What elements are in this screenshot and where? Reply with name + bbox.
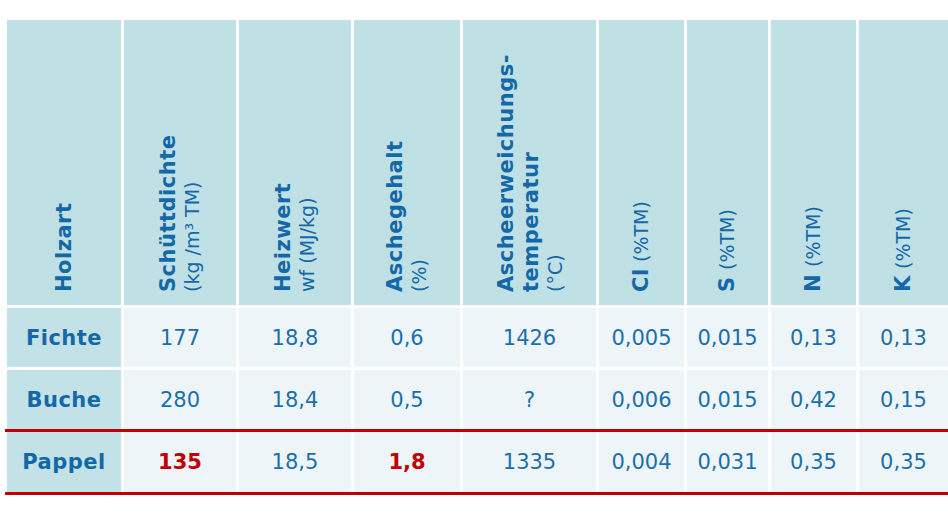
data-cell-fichte-heizwert: 18,8 [239,308,351,367]
header-cell-k: K (%TM) [859,20,948,305]
column-unit: (%TM) [630,201,652,262]
highlight-line-top [5,429,948,432]
header-cell-holzart: Holzart [7,20,121,305]
column-title-row: S (%TM) [715,20,740,292]
data-cell-fichte-k: 0,13 [859,308,948,367]
column-title-row: N (%TM) [801,20,826,292]
column-unit: wf (MJ/kg) [296,20,318,292]
wood-properties-table: Holzart Schüttdichte (kg /m³ TM) Heizwer… [7,20,948,496]
header-text: Aschegehalt (%) [383,20,430,305]
data-cell-buche-ascheerweichungstemperatur: ? [463,370,596,429]
header-cell-cl: Cl (%TM) [599,20,684,305]
header-cell-s: S (%TM) [687,20,768,305]
data-cell-pappel-aschegehalt-highlighted: 1,8 [354,432,460,492]
column-title: Heizwert [271,20,296,292]
column-unit: (%TM) [802,206,824,267]
data-cell-pappel-k: 0,35 [859,432,948,492]
data-cell-pappel-n: 0,35 [771,432,856,492]
header-text: N (%TM) [801,20,826,305]
column-unit: (kg /m³ TM) [181,20,203,292]
data-cell-fichte-ascheerweichungstemperatur: 1426 [463,308,596,367]
row-label-pappel: Pappel [7,432,121,492]
column-unit: (%TM) [892,208,914,269]
column-unit: (°C) [543,20,565,292]
header-text: Heizwert wf (MJ/kg) [271,20,318,305]
data-cell-fichte-schuettdichte: 177 [124,308,236,367]
data-cell-buche-cl: 0,006 [599,370,684,429]
header-text: Ascheerweichungs- temperatur (°C) [494,20,566,305]
data-cell-pappel-heizwert: 18,5 [239,432,351,492]
data-cell-fichte-aschegehalt: 0,6 [354,308,460,367]
data-cell-buche-k: 0,15 [859,370,948,429]
column-title: S [715,276,739,292]
column-title-row: K (%TM) [891,20,916,292]
row-label-fichte: Fichte [7,308,121,367]
header-text: Holzart [52,20,77,305]
row-label-buche: Buche [7,370,121,429]
header-cell-ascheerweichungstemperatur: Ascheerweichungs- temperatur (°C) [463,20,596,305]
column-unit: (%) [408,20,430,292]
header-cell-n: N (%TM) [771,20,856,305]
data-cell-buche-schuettdichte: 280 [124,370,236,429]
data-cell-buche-s: 0,015 [687,370,768,429]
column-title: Ascheerweichungs- [494,20,519,292]
data-cell-fichte-n: 0,13 [771,308,856,367]
column-unit: (%TM) [716,209,738,270]
table-grid: Holzart Schüttdichte (kg /m³ TM) Heizwer… [7,20,948,492]
data-cell-buche-heizwert: 18,4 [239,370,351,429]
data-cell-fichte-cl: 0,005 [599,308,684,367]
column-title-line2: temperatur [518,20,543,292]
data-cell-pappel-s: 0,031 [687,432,768,492]
column-title-row: Cl (%TM) [629,20,654,292]
data-cell-pappel-ascheerweichungstemperatur: 1335 [463,432,596,492]
header-cell-heizwert: Heizwert wf (MJ/kg) [239,20,351,305]
highlight-line-bottom [5,492,948,495]
header-cell-schuettdichte: Schüttdichte (kg /m³ TM) [124,20,236,305]
data-cell-buche-n: 0,42 [771,370,856,429]
data-cell-fichte-s: 0,015 [687,308,768,367]
data-cell-pappel-schuettdichte-highlighted: 135 [124,432,236,492]
header-text: K (%TM) [891,20,916,305]
header-text: S (%TM) [715,20,740,305]
column-title: N [801,274,825,292]
column-title: Aschegehalt [383,20,408,292]
header-text: Cl (%TM) [629,20,654,305]
column-title: Schüttdichte [156,20,181,292]
header-cell-aschegehalt: Aschegehalt (%) [354,20,460,305]
column-title: Cl [629,268,653,292]
column-title: Holzart [52,20,77,292]
data-cell-buche-aschegehalt: 0,5 [354,370,460,429]
data-cell-pappel-cl: 0,004 [599,432,684,492]
column-title: K [891,275,915,292]
header-text: Schüttdichte (kg /m³ TM) [156,20,203,305]
